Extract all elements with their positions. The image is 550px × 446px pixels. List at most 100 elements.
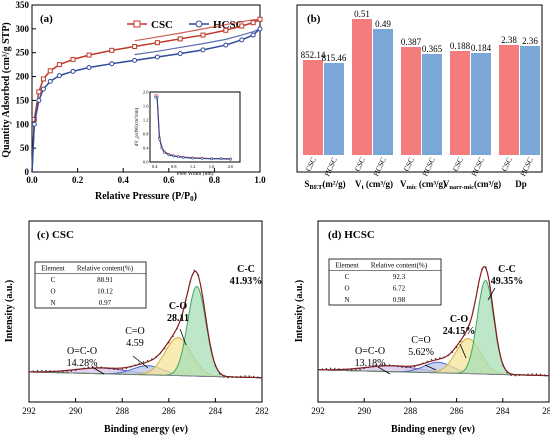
panel-c-raw-point	[176, 327, 178, 330]
panel-a-curves	[31, 16, 263, 173]
panel-a-ytick-label: 0	[25, 167, 30, 177]
panel-c-raw-point	[231, 376, 234, 379]
panel-a-marker	[109, 47, 115, 53]
panel-c-baseline	[28, 371, 263, 379]
panel-b-bar-value: 0.51	[354, 9, 370, 19]
panel-d-xtick-label: 288	[404, 406, 418, 416]
panel-b-frame	[296, 4, 543, 173]
panel-a-ytick-label: 350	[16, 0, 30, 10]
panel-c-raw-point	[138, 362, 140, 365]
panel-b-bar-csc	[499, 45, 519, 155]
panel-b-bar-value: 0.365	[422, 44, 443, 54]
panel-c-raw-point	[261, 377, 263, 379]
panel-a-inset-xtick-label: 0.8	[171, 164, 177, 169]
panel-c-raw-point	[257, 376, 259, 378]
panel-d-peak-fill	[318, 365, 549, 376]
panel-d-xps-hcsc: (d) HCSC 292 290 288 286 284 282 Element Relati…	[294, 220, 550, 435]
panel-a-marker	[154, 40, 160, 46]
panel-d-baseline	[317, 369, 550, 377]
panel-c-table-cell: O	[50, 288, 55, 296]
panel-a-inset-marker	[160, 146, 164, 150]
panel-d-xtick-label: 282	[542, 406, 550, 416]
panel-c-raw-point	[100, 366, 102, 368]
panel-b-group-label: Vt (cm³/g)	[355, 179, 393, 191]
panel-d-raw-point	[535, 373, 538, 375]
panel-c-raw-point	[113, 368, 115, 371]
panel-a-ylabel: Quantity Adsorbed (cm³/g STP)	[1, 22, 12, 158]
panel-c-peak-fill	[29, 367, 262, 378]
panel-b-bar-hcsc	[373, 29, 393, 155]
panel-d-raw-point	[359, 368, 361, 371]
panel-c-raw-point	[41, 369, 43, 372]
panel-b-bar-chart: (b) 852.14CSC815.46HCSCSBET(m²/g)0.51CSC…	[296, 4, 543, 191]
panel-c-raw-point	[49, 370, 51, 372]
panel-b-tag: (b)	[307, 13, 321, 25]
panel-a-marker	[154, 54, 160, 60]
panel-c-peak-value: 41.93%	[230, 276, 263, 287]
panel-c-xtick-label: 290	[69, 406, 83, 416]
panel-b-group-label: Dp	[515, 179, 527, 189]
panel-b-bar-category: CSC	[353, 156, 367, 173]
panel-c-peak-value: 4.59	[126, 338, 144, 349]
panel-d-raw-point	[430, 358, 433, 361]
panel-d-raw-point	[493, 318, 496, 320]
panel-c-raw-point	[227, 376, 229, 379]
panel-d-raw-point	[481, 268, 483, 270]
panel-b-group-label: Vmic (cm³/g)	[400, 179, 446, 191]
panel-c-ylabel: Intensity (a.u.)	[4, 280, 15, 343]
panel-d-raw-point	[434, 357, 437, 360]
panel-a-ytick-label: 200	[16, 72, 30, 82]
panel-c-peak-pointer	[91, 366, 105, 375]
panel-d-xtick-label: 290	[357, 406, 371, 416]
panel-d-raw-point	[523, 374, 525, 376]
panel-d-raw-point	[531, 373, 533, 375]
panel-b-bar-category: CSC	[304, 156, 318, 173]
panel-d-table-header: Element	[335, 262, 358, 270]
panel-c-raw-point	[28, 371, 30, 373]
panel-c-raw-point	[129, 366, 132, 368]
panel-d-table-cell: C	[345, 273, 350, 281]
panel-a-inset-ytick-label: 0.0	[143, 160, 149, 165]
panel-c-raw-point	[180, 316, 183, 318]
panel-b-bar-value: 0.387	[401, 37, 422, 47]
panel-d-peak-pointer	[424, 364, 437, 371]
panel-d-frame	[317, 220, 550, 403]
panel-b-bar-value: 852.14	[301, 50, 326, 60]
panel-c-raw-point	[74, 369, 77, 371]
panel-a-marker	[239, 37, 245, 43]
panel-c-title: (c) CSC	[37, 229, 74, 241]
panel-d-raw-point	[485, 266, 487, 268]
panel-a-legend-marker	[195, 20, 203, 28]
panel-c-raw-point	[163, 347, 166, 350]
panel-a-inset-marker	[155, 95, 159, 99]
panel-d-raw-point	[392, 364, 395, 367]
panel-d-peak-label: C-O	[450, 314, 469, 325]
panel-d-raw-point	[476, 287, 479, 289]
panel-a-ytick-label: 100	[16, 119, 30, 129]
panel-d-content-table: Element Relative content(%) C 92.3 O 6.72 N 0.9…	[328, 258, 442, 306]
panel-a-marker	[70, 68, 76, 74]
panel-d-raw-point	[439, 357, 441, 359]
panel-d-raw-point	[388, 364, 391, 366]
panel-b-bar-hcsc	[324, 63, 344, 155]
panel-c-raw-point	[117, 368, 119, 371]
panel-c-raw-point	[83, 367, 85, 369]
panel-d-ylabel: Intensity (a.u.)	[294, 280, 305, 343]
panel-a-inset-ytick-label: 1.6	[143, 104, 149, 109]
panel-c-raw-point	[70, 370, 73, 372]
panel-b-group-label: SBET(m²/g)	[304, 179, 345, 191]
panel-a-marker	[223, 42, 229, 48]
panel-d-peak-label: C-C	[498, 264, 516, 275]
panel-d-raw-point	[384, 363, 386, 366]
panel-a-marker	[86, 65, 92, 71]
panel-a-marker	[109, 61, 115, 67]
panel-d-raw-point	[518, 374, 521, 377]
panel-d-raw-point	[451, 351, 454, 353]
panel-c-raw-point	[185, 299, 187, 301]
panel-d-xlabel: Binding energy (ev)	[391, 424, 475, 435]
panel-d-raw-point	[342, 368, 344, 371]
panel-d-table-cell: 6.72	[393, 285, 406, 293]
panel-d-xtick-label: 286	[450, 406, 464, 416]
panel-c-raw-point	[151, 358, 153, 360]
